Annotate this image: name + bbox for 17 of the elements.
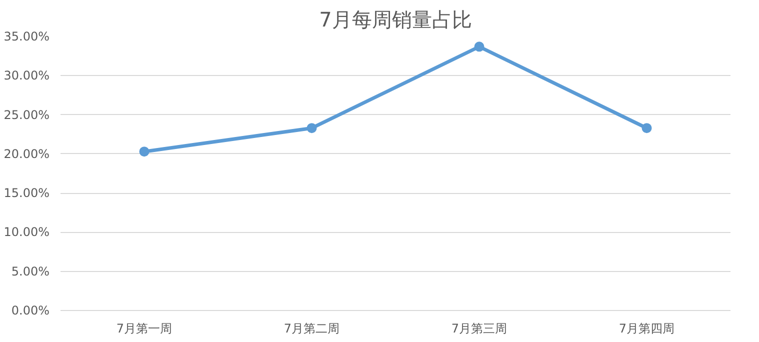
y-tick-label: 0.00% bbox=[11, 304, 50, 318]
point bbox=[474, 42, 484, 52]
y-tick-label: 25.00% bbox=[4, 108, 50, 122]
y-tick-label: 5.00% bbox=[11, 264, 50, 278]
x-tick-label: 7月第四周 bbox=[618, 322, 675, 336]
y-tick-label: 10.00% bbox=[4, 225, 50, 240]
x-tick-label: 7月第一周 bbox=[116, 322, 172, 336]
y-tick-label: 30.00% bbox=[4, 68, 50, 83]
point bbox=[139, 146, 150, 157]
y-tick-label: 20.00% bbox=[4, 146, 50, 161]
x-tick-label: 7月第二周 bbox=[284, 322, 340, 336]
x-tick-label: 7月第三周 bbox=[451, 322, 508, 336]
point bbox=[306, 123, 317, 134]
y-tick-label: 35.00% bbox=[4, 30, 50, 44]
y-tick-label: 15.00% bbox=[4, 186, 50, 200]
point bbox=[642, 123, 652, 134]
chart-title: 7月每周销量占比 bbox=[319, 8, 472, 32]
